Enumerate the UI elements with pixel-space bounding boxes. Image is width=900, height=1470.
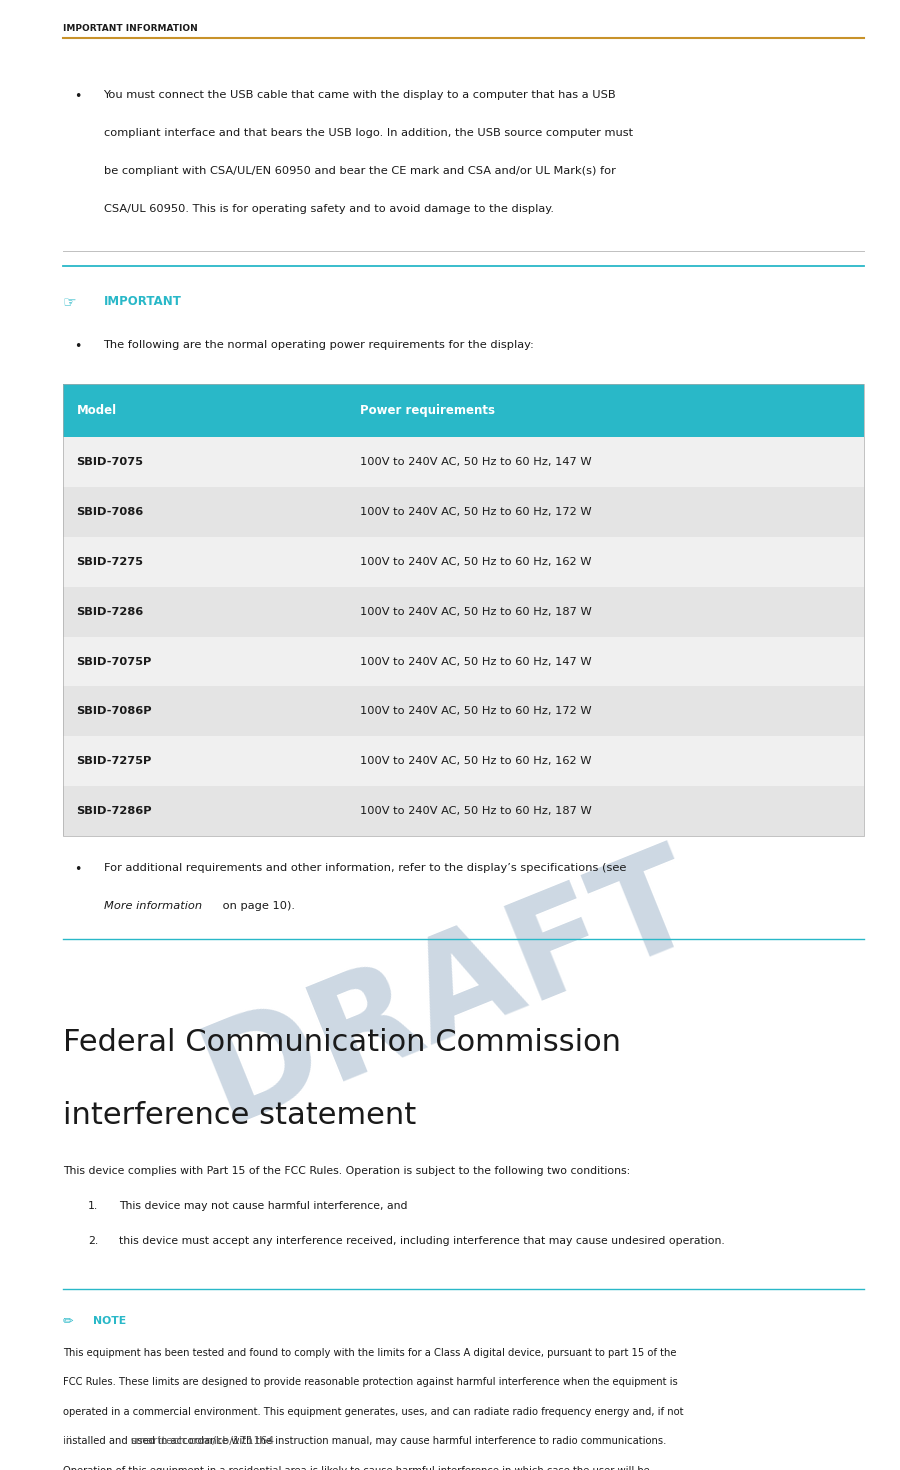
Text: SBID-7086P: SBID-7086P (76, 707, 152, 716)
Text: be compliant with CSA/UL/EN 60950 and bear the CE mark and CSA and/or UL Mark(s): be compliant with CSA/UL/EN 60950 and be… (104, 166, 616, 176)
Text: smarttech.com/kb/171164: smarttech.com/kb/171164 (130, 1436, 274, 1446)
Bar (63, 537, 864, 587)
Bar (63, 736, 864, 786)
Text: You must connect the USB cable that came with the display to a computer that has: You must connect the USB cable that came… (104, 90, 616, 100)
Text: 100V to 240V AC, 50 Hz to 60 Hz, 187 W: 100V to 240V AC, 50 Hz to 60 Hz, 187 W (360, 807, 592, 816)
Text: installed and used in accordance with the instruction manual, may cause harmful : installed and used in accordance with th… (63, 1436, 666, 1446)
Text: 100V to 240V AC, 50 Hz to 60 Hz, 162 W: 100V to 240V AC, 50 Hz to 60 Hz, 162 W (360, 557, 592, 566)
Text: For additional requirements and other information, refer to the display’s specif: For additional requirements and other in… (104, 863, 626, 873)
Text: 100V to 240V AC, 50 Hz to 60 Hz, 172 W: 100V to 240V AC, 50 Hz to 60 Hz, 172 W (360, 507, 592, 516)
Text: this device must accept any interference received, including interference that m: this device must accept any interference… (119, 1236, 724, 1247)
Text: iii: iii (63, 1436, 72, 1446)
Bar (63, 786, 864, 836)
Text: ✏: ✏ (63, 1316, 74, 1329)
Text: Model: Model (76, 404, 117, 416)
Text: 100V to 240V AC, 50 Hz to 60 Hz, 172 W: 100V to 240V AC, 50 Hz to 60 Hz, 172 W (360, 707, 592, 716)
Text: SBID-7286P: SBID-7286P (76, 807, 152, 816)
Bar (63, 587, 864, 637)
Text: Federal Communication Commission: Federal Communication Commission (63, 1028, 621, 1057)
Text: Power requirements: Power requirements (360, 404, 495, 416)
Text: SBID-7286: SBID-7286 (76, 607, 144, 616)
Bar (63, 384, 864, 836)
Text: 2.: 2. (88, 1236, 98, 1247)
Text: 100V to 240V AC, 50 Hz to 60 Hz, 162 W: 100V to 240V AC, 50 Hz to 60 Hz, 162 W (360, 757, 592, 766)
Text: compliant interface and that bears the USB logo. In addition, the USB source com: compliant interface and that bears the U… (104, 128, 633, 138)
Text: CSA/UL 60950. This is for operating safety and to avoid damage to the display.: CSA/UL 60950. This is for operating safe… (104, 204, 554, 215)
Text: IMPORTANT: IMPORTANT (104, 295, 182, 309)
Text: interference statement: interference statement (63, 1101, 416, 1130)
Text: This device may not cause harmful interference, and: This device may not cause harmful interf… (119, 1201, 408, 1211)
Text: •: • (74, 863, 81, 876)
Text: SBID-7275P: SBID-7275P (76, 757, 152, 766)
Text: 1.: 1. (88, 1201, 98, 1211)
Text: operated in a commercial environment. This equipment generates, uses, and can ra: operated in a commercial environment. Th… (63, 1407, 683, 1417)
Text: SBID-7275: SBID-7275 (76, 557, 143, 566)
Text: 100V to 240V AC, 50 Hz to 60 Hz, 147 W: 100V to 240V AC, 50 Hz to 60 Hz, 147 W (360, 657, 592, 666)
Text: Operation of this equipment in a residential area is likely to cause harmful int: Operation of this equipment in a residen… (63, 1466, 650, 1470)
Text: This equipment has been tested and found to comply with the limits for a Class A: This equipment has been tested and found… (63, 1348, 677, 1358)
Text: on page 10).: on page 10). (219, 901, 294, 911)
Text: SBID-7086: SBID-7086 (76, 507, 144, 516)
Text: SBID-7075P: SBID-7075P (76, 657, 152, 666)
Text: FCC Rules. These limits are designed to provide reasonable protection against ha: FCC Rules. These limits are designed to … (63, 1377, 678, 1388)
Text: More information: More information (104, 901, 202, 911)
Bar (63, 487, 864, 537)
Text: DRAFT: DRAFT (184, 831, 716, 1151)
Bar (63, 437, 864, 487)
Text: 100V to 240V AC, 50 Hz to 60 Hz, 147 W: 100V to 240V AC, 50 Hz to 60 Hz, 147 W (360, 457, 592, 466)
Text: •: • (74, 340, 81, 353)
Text: SBID-7075: SBID-7075 (76, 457, 143, 466)
Text: IMPORTANT INFORMATION: IMPORTANT INFORMATION (63, 24, 198, 32)
Text: 100V to 240V AC, 50 Hz to 60 Hz, 187 W: 100V to 240V AC, 50 Hz to 60 Hz, 187 W (360, 607, 592, 616)
Bar (63, 686, 864, 736)
Text: The following are the normal operating power requirements for the display:: The following are the normal operating p… (104, 340, 535, 350)
Bar (63, 384, 864, 437)
Bar (63, 637, 864, 686)
Text: NOTE: NOTE (93, 1316, 126, 1326)
Text: This device complies with Part 15 of the FCC Rules. Operation is subject to the : This device complies with Part 15 of the… (63, 1166, 630, 1176)
Text: ☞: ☞ (63, 295, 76, 310)
Text: •: • (74, 90, 81, 103)
